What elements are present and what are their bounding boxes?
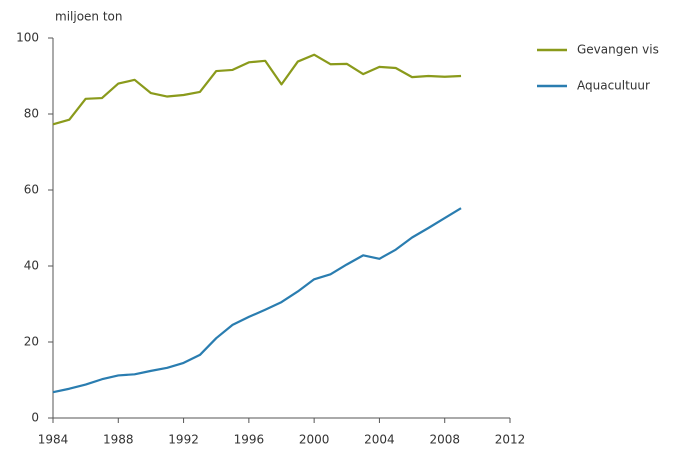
y-tick-label: 100 bbox=[16, 31, 39, 45]
x-tick-label: 1996 bbox=[234, 433, 265, 447]
x-tick-label: 2000 bbox=[299, 433, 330, 447]
legend-label: Gevangen vis bbox=[577, 43, 659, 57]
series-line bbox=[52, 207, 462, 394]
x-tick-label: 2008 bbox=[429, 433, 460, 447]
x-tick-label: 1984 bbox=[38, 433, 69, 447]
x-tick-label: 2004 bbox=[364, 433, 395, 447]
y-tick-label: 60 bbox=[24, 183, 39, 197]
y-tick-label: 20 bbox=[24, 335, 39, 349]
y-tick-label: 80 bbox=[24, 107, 39, 121]
y-tick-label: 40 bbox=[24, 259, 39, 273]
x-tick-label: 1992 bbox=[168, 433, 199, 447]
x-tick-label: 2012 bbox=[495, 433, 526, 447]
x-tick-label: 1988 bbox=[103, 433, 134, 447]
series-line bbox=[52, 53, 462, 126]
y-axis-label: miljoen ton bbox=[55, 10, 123, 24]
y-tick-label: 0 bbox=[31, 411, 39, 425]
legend-label: Aquacultuur bbox=[577, 79, 650, 93]
